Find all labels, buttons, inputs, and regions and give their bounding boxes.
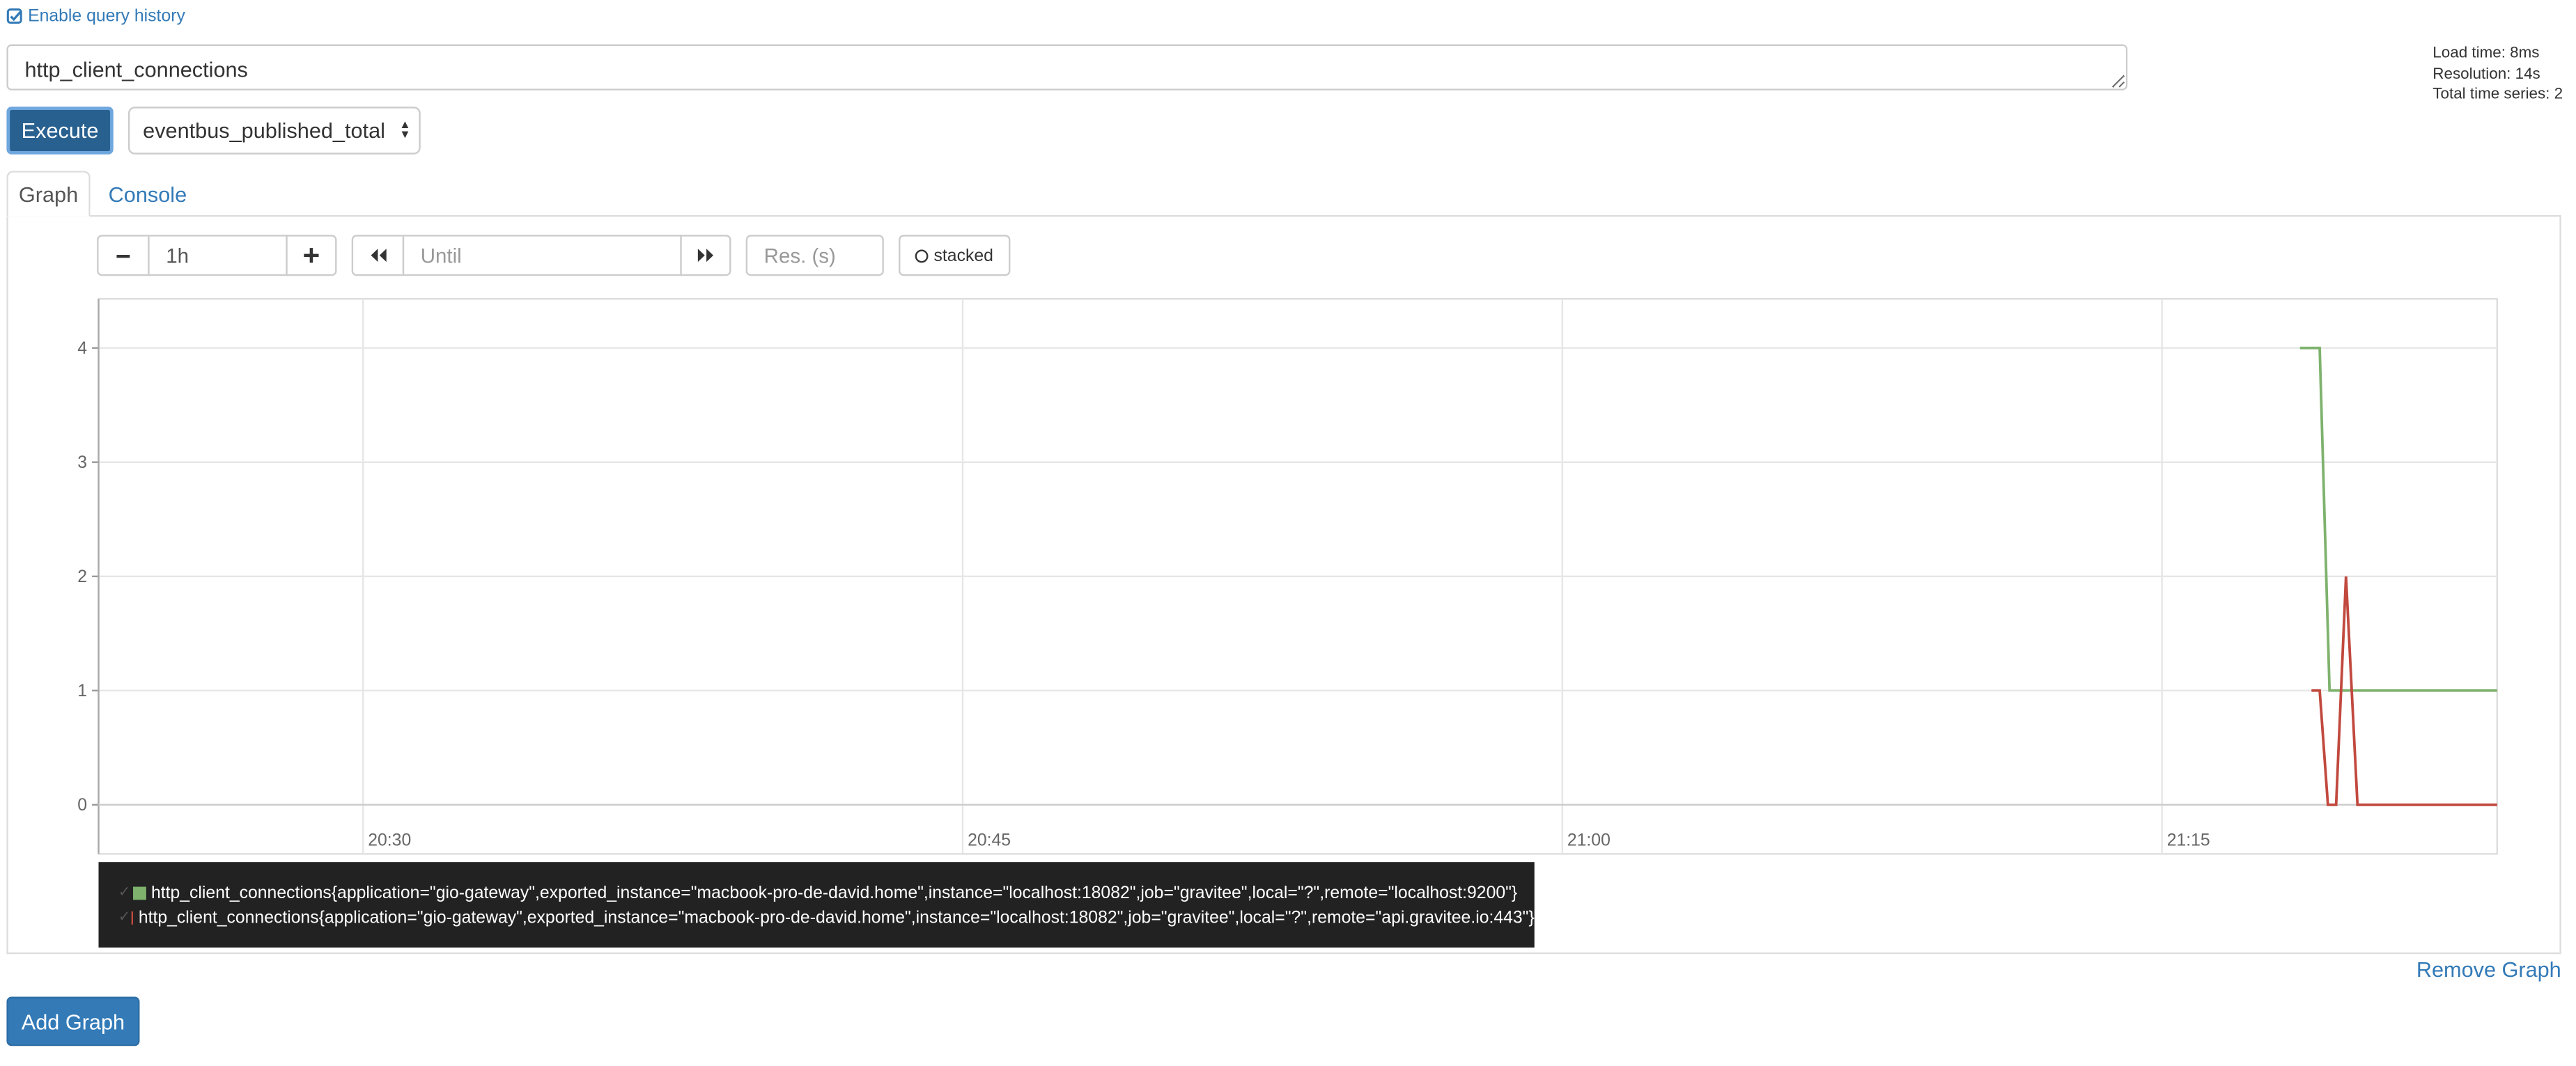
range-input[interactable]: 1h	[148, 235, 288, 276]
plus-icon	[304, 248, 319, 263]
y-tick-label: 0	[77, 796, 87, 815]
time-backward-button[interactable]	[351, 235, 405, 276]
y-tick-label: 3	[77, 453, 87, 472]
metric-select-value: eventbus_published_total	[143, 118, 385, 143]
load-time-text: Load time: 8ms	[2433, 44, 2540, 63]
graph-legend: ✓ http_client_connections{application="g…	[98, 862, 1535, 948]
remove-graph-link[interactable]: Remove Graph	[2416, 957, 2561, 982]
x-tick-label: 21:15	[2167, 831, 2210, 850]
range-value: 1h	[166, 244, 189, 267]
tab-console[interactable]: Console	[108, 181, 187, 206]
check-icon: ✓	[118, 883, 131, 900]
y-tick-label: 2	[77, 567, 87, 586]
legend-label: http_client_connections{application="gio…	[150, 882, 1518, 902]
x-tick-label: 21:00	[1567, 831, 1611, 850]
stacked-toggle-button[interactable]: stacked	[899, 235, 1011, 276]
execute-button[interactable]: Execute	[6, 107, 114, 155]
range-increase-button[interactable]	[286, 235, 337, 276]
stacked-label: stacked	[933, 245, 993, 265]
series-line-2	[2311, 576, 2497, 806]
resolution-input[interactable]: Res. (s)	[745, 235, 884, 276]
history-label: Enable query history	[28, 6, 185, 26]
legend-swatch	[133, 886, 146, 900]
legend-label: http_client_connections{application="gio…	[138, 907, 1535, 927]
y-tick-label: 4	[77, 339, 87, 358]
legend-item[interactable]: ✓ http_client_connections{application="g…	[118, 904, 1535, 929]
backward-icon	[370, 249, 386, 262]
forward-icon	[697, 249, 714, 262]
x-tick-label: 20:45	[968, 831, 1011, 850]
y-tick-label: 1	[77, 682, 87, 700]
total-series-text: Total time series: 2	[2433, 85, 2563, 104]
check-icon: ✓	[118, 908, 131, 925]
range-decrease-button[interactable]	[97, 235, 150, 276]
checkbox-check-icon	[6, 8, 22, 24]
query-stats: Load time: 8ms Resolution: 14s Total tim…	[2433, 45, 2563, 106]
add-graph-button[interactable]: Add Graph	[6, 996, 140, 1047]
circle-icon	[915, 249, 929, 262]
select-arrows-icon: ▲ ▼	[399, 120, 411, 141]
legend-swatch	[130, 910, 134, 924]
metric-select[interactable]: eventbus_published_total ▲ ▼	[127, 107, 421, 155]
resolution-placeholder: Res. (s)	[763, 244, 836, 267]
time-forward-button[interactable]	[680, 235, 731, 276]
tab-graph[interactable]: Graph	[6, 171, 91, 217]
minus-icon	[116, 253, 130, 258]
enable-query-history-toggle[interactable]: Enable query history	[6, 6, 185, 26]
resolution-text: Resolution: 14s	[2433, 65, 2540, 84]
series-line-1	[2299, 346, 2497, 692]
legend-item[interactable]: ✓ http_client_connections{application="g…	[118, 880, 1535, 904]
x-tick-label: 20:30	[368, 831, 411, 850]
graph-panel	[6, 214, 2561, 955]
until-placeholder: Until	[420, 244, 462, 267]
query-expression-input[interactable]: http_client_connections	[6, 44, 2128, 91]
